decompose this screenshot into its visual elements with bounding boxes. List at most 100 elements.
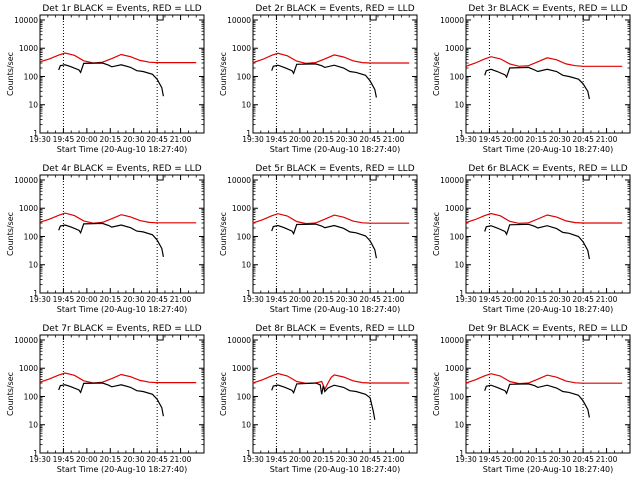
x-tick-label: 19:30 [242,135,264,144]
x-tick-label: 19:45 [479,455,501,464]
plot-frame [252,334,418,454]
x-tick-label: 19:30 [242,295,264,304]
plot-frame [252,14,418,134]
x-tick-label: 20:15 [525,455,547,464]
panel-8: Det 8r BLACK = Events, RED = LLD 1 10 100 10… [219,324,418,474]
x-tick-label: 19:30 [455,455,477,464]
panel-3: Det 3r BLACK = Events, RED = LLD 1 10 100 10… [432,4,631,154]
x-tick-label: 20:15 [99,455,121,464]
x-tick-label: 20:00 [289,295,311,304]
plot-frame [39,174,205,294]
plot-frame [252,174,418,294]
y-tick-label: 10 [241,421,251,430]
x-tick-label: 19:45 [53,135,75,144]
x-tick-label: 20:45 [572,295,594,304]
x-tick-label: 20:30 [549,455,571,464]
y-tick-label: 10000 [440,176,464,185]
x-tick-label: 20:30 [549,135,571,144]
x-axis-label: Start Time (20-Aug-10 18:27:40) [270,465,401,474]
interval-bracket [369,15,377,21]
panel-title: Det 5r BLACK = Events, RED = LLD [255,164,414,174]
y-tick-label: 10 [454,421,464,430]
y-tick-label: 10000 [227,176,251,185]
x-tick-label: 20:15 [312,455,334,464]
x-tick-label: 20:00 [76,455,98,464]
series-events-line [484,383,590,418]
series-events-line [484,223,590,260]
y-tick-label: 100 [237,72,252,81]
x-tick-label: 21:00 [383,135,405,144]
y-tick-label: 1000 [19,44,38,53]
y-tick-label: 10 [454,101,464,110]
x-tick-label: 19:45 [266,295,288,304]
y-tick-label: 10000 [14,16,38,25]
series-lld-line [252,213,410,225]
x-axis-label: Start Time (20-Aug-10 18:27:40) [57,305,188,314]
y-tick-label: 1 [33,129,38,138]
x-tick-label: 20:00 [502,295,524,304]
series-events-line [271,63,377,98]
series-lld-line [39,52,197,64]
y-axis-label: Counts/sec [6,52,15,96]
y-tick-label: 1000 [232,364,251,373]
x-tick-label: 20:45 [359,455,381,464]
x-tick-label: 19:30 [455,135,477,144]
x-tick-label: 19:45 [266,455,288,464]
y-tick-label: 10000 [227,336,251,345]
y-tick-label: 1000 [232,204,251,213]
panel-title: Det 2r BLACK = Events, RED = LLD [255,4,414,14]
panel-7: Det 7r BLACK = Events, RED = LLD 1 10 100 10… [6,324,205,474]
x-tick-label: 20:15 [312,295,334,304]
y-axis-label: Counts/sec [432,372,441,416]
y-tick-label: 1 [33,289,38,298]
x-tick-label: 20:30 [336,295,358,304]
y-axis-label: Counts/sec [432,52,441,96]
x-axis-label: Start Time (20-Aug-10 18:27:40) [483,305,614,314]
y-tick-label: 100 [24,232,39,241]
y-tick-label: 10000 [440,336,464,345]
x-tick-label: 21:00 [383,295,405,304]
panel-6: Det 6r BLACK = Events, RED = LLD 1 10 100 10… [432,164,631,314]
y-tick-label: 10000 [440,16,464,25]
y-tick-label: 1 [459,129,464,138]
panel-title: Det 4r BLACK = Events, RED = LLD [42,164,201,174]
y-tick-label: 10000 [14,176,38,185]
plot-frame [465,174,631,294]
y-tick-label: 100 [450,392,465,401]
x-tick-label: 21:00 [170,135,192,144]
y-tick-label: 100 [237,232,252,241]
series-lld-line [39,212,197,224]
x-tick-label: 20:15 [525,135,547,144]
y-axis-label: Counts/sec [219,372,228,416]
y-tick-label: 1000 [19,204,38,213]
panel-title: Det 9r BLACK = Events, RED = LLD [468,324,627,334]
panel-title: Det 7r BLACK = Events, RED = LLD [42,324,201,334]
y-tick-label: 100 [450,232,465,241]
interval-bracket [582,15,590,21]
y-tick-label: 1000 [445,204,464,213]
x-tick-label: 20:45 [359,135,381,144]
x-tick-label: 19:30 [29,295,51,304]
x-tick-label: 20:00 [76,135,98,144]
y-tick-label: 1 [459,289,464,298]
x-tick-label: 20:45 [146,295,168,304]
series-lld-line [252,372,410,391]
x-tick-label: 20:45 [572,135,594,144]
x-tick-label: 20:00 [502,455,524,464]
y-tick-label: 10 [28,421,38,430]
x-tick-label: 19:30 [455,295,477,304]
x-tick-label: 21:00 [596,135,618,144]
panel-9: Det 9r BLACK = Events, RED = LLD 1 10 100 10… [432,324,631,474]
y-tick-label: 1 [459,449,464,458]
x-axis-label: Start Time (20-Aug-10 18:27:40) [57,465,188,474]
x-tick-label: 20:45 [146,455,168,464]
x-tick-label: 19:30 [29,135,51,144]
x-tick-label: 20:45 [146,135,168,144]
interval-bracket [582,175,590,181]
y-tick-label: 10 [241,261,251,270]
y-tick-label: 10000 [227,16,251,25]
panel-2: Det 2r BLACK = Events, RED = LLD 1 10 100 10… [219,4,418,154]
y-tick-label: 10000 [14,336,38,345]
x-tick-label: 20:30 [123,455,145,464]
y-tick-label: 10 [454,261,464,270]
